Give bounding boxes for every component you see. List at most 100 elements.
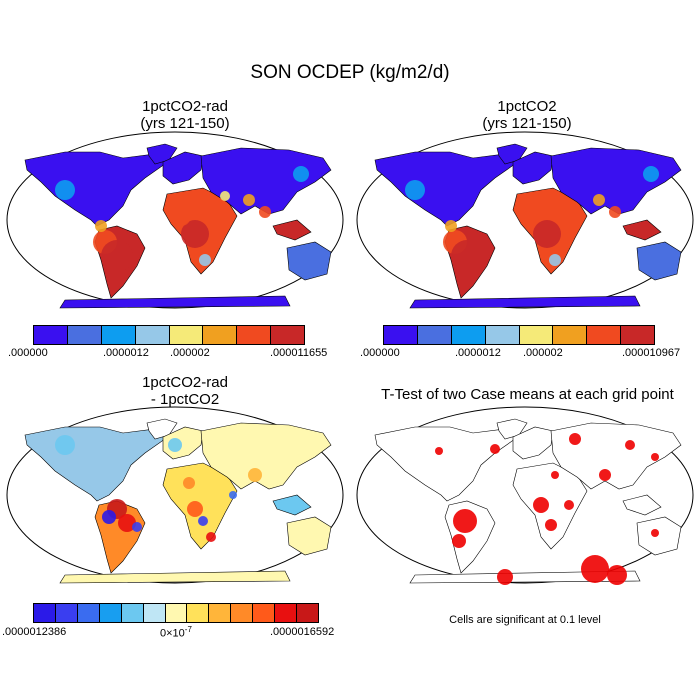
colorbar-label: .0000012386 [2, 626, 67, 638]
colorbar-label: .000000 [8, 347, 48, 359]
colorbar-swatch [187, 604, 210, 622]
colorbar-swatch [34, 326, 68, 344]
colorbar-swatch [165, 604, 188, 622]
colorbar-swatch [275, 604, 298, 622]
colorbar-swatch [485, 326, 520, 344]
significant-cells [545, 519, 557, 531]
colorbar-swatch [77, 604, 100, 622]
field-patch [248, 468, 262, 482]
field-patch [183, 477, 195, 489]
colorbar-label-center: 0×10-7 [160, 625, 192, 640]
landmass-north-america [374, 151, 516, 227]
colorbar-label: .000000 [360, 347, 400, 359]
field-patch [243, 194, 255, 206]
panel-title-bottom-right: T-Test of two Case means at each grid po… [381, 386, 674, 403]
field-patch [293, 166, 309, 182]
landmass-australia [636, 516, 682, 556]
colorbar-swatch [417, 326, 452, 344]
field-patch [405, 180, 425, 200]
field-patch [118, 514, 136, 532]
colorbar-swatch [203, 326, 238, 344]
colorbar-label: .0000016592 [270, 626, 335, 638]
colorbar-swatch [271, 326, 304, 344]
significant-cells [581, 555, 609, 583]
field-patch [132, 522, 142, 532]
significant-cells [651, 529, 659, 537]
field-patch [55, 180, 75, 200]
panel-title-top-right: 1pctCO2 (yrs 121-150) [482, 98, 572, 132]
colorbar-swatch [231, 604, 254, 622]
landmass-asia [200, 147, 332, 215]
colorbar-label: .000002 [523, 347, 563, 359]
landmass-north-america [24, 151, 166, 227]
landmass-asia [550, 422, 682, 490]
field-patch [229, 491, 237, 499]
map-bottom-right [356, 406, 694, 585]
colorbar-swatch [121, 604, 144, 622]
significant-cells [569, 433, 581, 445]
landmass-antarctica [409, 295, 641, 309]
significant-cells [453, 509, 477, 533]
colorbar-swatch [621, 326, 654, 344]
colorbar-swatch [237, 326, 272, 344]
landmass-australia [636, 241, 682, 281]
colorbar-swatch [99, 604, 122, 622]
panel-title-bottom-left: 1pctCO2-rad - 1pctCO2 [142, 374, 228, 408]
colorbar-swatch [67, 326, 102, 344]
colorbar-swatch [143, 604, 166, 622]
colorbar-swatch [297, 604, 318, 622]
significant-cells [564, 500, 574, 510]
panel-title-top-left: 1pctCO2-rad (yrs 121-150) [140, 98, 230, 132]
colorbar-label: .0000012 [455, 347, 501, 359]
landmass-asia [200, 422, 332, 490]
landmass-north-america [374, 426, 516, 502]
colorbar-swatch [451, 326, 486, 344]
landmass-australia [286, 516, 332, 556]
colorbar-center-mantissa: 0×10 [160, 627, 185, 640]
map-top-left [6, 131, 344, 309]
field-patch [102, 510, 116, 524]
significant-cells [452, 534, 466, 548]
colorbar-swatch [101, 326, 136, 344]
field-patch [181, 220, 209, 248]
field-patch [55, 435, 75, 455]
colorbar-swatch [55, 604, 78, 622]
figure-title: SON OCDEP (kg/m2/d) [250, 62, 450, 83]
field-patch [593, 194, 605, 206]
landmass-maritime-asia [272, 494, 312, 516]
landmass-antarctica [59, 570, 291, 584]
colorbar-swatch [587, 326, 622, 344]
significant-cells [551, 471, 559, 479]
field-patch [171, 206, 191, 226]
significant-cells [490, 444, 500, 454]
colorbar-swatch [135, 326, 170, 344]
landmass-europe [162, 151, 204, 185]
significant-cells [599, 469, 611, 481]
colorbar-bottom-left [33, 603, 319, 623]
landmass-europe [512, 151, 554, 185]
colorbar-label: .0000012 [103, 347, 149, 359]
landmass-maritime-asia [622, 219, 662, 241]
colorbar-top-right [383, 325, 655, 345]
field-patch [643, 166, 659, 182]
landmass-maritime-asia [622, 494, 662, 516]
field-patch [101, 240, 133, 272]
colorbar-swatch [553, 326, 588, 344]
field-patch [187, 501, 203, 517]
field-patch [609, 206, 621, 218]
colorbar-label: .000010967 [622, 347, 681, 359]
landmass-asia [550, 147, 682, 215]
colorbar-center-exponent: -7 [184, 625, 192, 634]
field-patch [220, 191, 230, 201]
landmass-maritime-asia [272, 219, 312, 241]
colorbar-swatch [169, 326, 204, 344]
field-patch [198, 516, 208, 526]
colorbar-label: .000002 [170, 347, 210, 359]
significance-note: Cells are significant at 0.1 level [449, 614, 601, 626]
field-patch [445, 220, 457, 232]
significant-cells [651, 453, 659, 461]
landmass-australia [286, 241, 332, 281]
significant-cells [625, 440, 635, 450]
significant-cells [533, 497, 549, 513]
colorbar-swatch [519, 326, 554, 344]
